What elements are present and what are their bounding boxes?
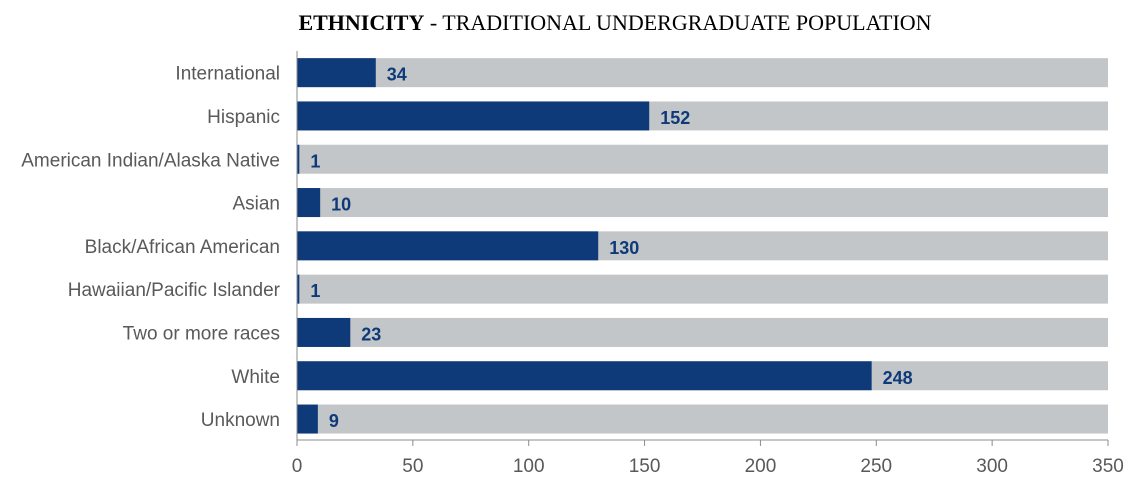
x-tick-label-150: 150 xyxy=(629,456,661,477)
value-bar-white xyxy=(297,361,872,391)
data-label-hispanic: 152 xyxy=(660,108,690,128)
value-bar-unknown xyxy=(297,404,318,434)
data-label-two-or-more-races: 23 xyxy=(361,324,381,344)
data-label-unknown: 9 xyxy=(329,411,339,431)
track-bar-american-indian-alaska-native xyxy=(297,144,1108,174)
category-label-hispanic: Hispanic xyxy=(207,107,280,128)
x-tick-label-200: 200 xyxy=(745,456,777,477)
chart-title-rest: - TRADITIONAL UNDERGRADUATE POPULATION xyxy=(424,10,932,35)
category-label-white: White xyxy=(231,367,280,388)
data-label-american-indian-alaska-native: 1 xyxy=(310,151,320,171)
category-label-unknown: Unknown xyxy=(201,410,280,431)
value-bar-american-indian-alaska-native xyxy=(297,144,300,174)
x-tick-label-300: 300 xyxy=(976,456,1008,477)
value-bar-hawaiian-pacific-islander xyxy=(297,274,300,304)
data-label-hawaiian-pacific-islander: 1 xyxy=(310,281,320,301)
value-bar-international xyxy=(297,58,376,88)
track-bar-asian xyxy=(297,188,1108,218)
value-bar-two-or-more-races xyxy=(297,317,351,347)
category-label-black-african-american: Black/African American xyxy=(85,237,280,258)
x-tick-label-250: 250 xyxy=(860,456,892,477)
category-label-international: International xyxy=(175,64,280,85)
category-label-two-or-more-races: Two or more races xyxy=(123,323,280,344)
data-label-white: 248 xyxy=(883,368,913,388)
x-tick-label-0: 0 xyxy=(292,456,303,477)
value-bar-black-african-american xyxy=(297,231,599,261)
track-bar-hawaiian-pacific-islander xyxy=(297,274,1108,304)
x-tick-label-50: 50 xyxy=(402,456,423,477)
chart-title: ETHNICITY - TRADITIONAL UNDERGRADUATE PO… xyxy=(0,10,1145,36)
value-bar-asian xyxy=(297,188,321,218)
track-bar-international xyxy=(297,58,1108,88)
chart-title-bold: ETHNICITY xyxy=(298,10,425,35)
value-bar-hispanic xyxy=(297,101,650,131)
data-label-black-african-american: 130 xyxy=(609,238,639,258)
category-label-american-indian-alaska-native: American Indian/Alaska Native xyxy=(21,150,280,171)
data-label-international: 34 xyxy=(387,65,407,85)
category-label-asian: Asian xyxy=(232,194,280,215)
x-tick-label-350: 350 xyxy=(1092,456,1124,477)
track-bar-two-or-more-races xyxy=(297,317,1108,347)
data-label-asian: 10 xyxy=(331,195,351,215)
track-bar-unknown xyxy=(297,404,1108,434)
category-label-hawaiian-pacific-islander: Hawaiian/Pacific Islander xyxy=(68,280,281,301)
x-tick-label-100: 100 xyxy=(513,456,545,477)
